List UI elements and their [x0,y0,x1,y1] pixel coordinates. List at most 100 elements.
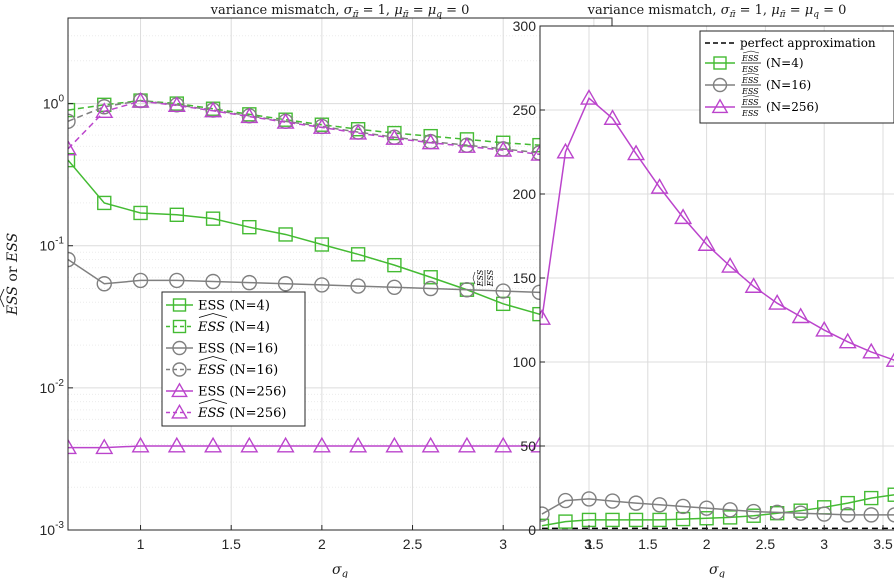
left-series-6-point-6 [240,107,259,124]
left-series-1-point-5 [205,211,221,226]
left-y-tick-label: 100 [43,94,65,112]
right-series-4-point-10 [744,277,763,293]
left-series-5-point-9 [349,436,368,453]
left-y-axis-label: ESS or ESS [0,233,21,316]
left-series-6-point-3 [131,91,150,108]
left-legend-label-3: ESS (N=16) [198,342,278,357]
left-series-3-point-12 [459,282,475,298]
right-legend-fraction-4: ESS ESS [741,94,761,118]
left-series-6-point-2 [95,102,114,119]
right-series-4-point-1 [540,309,551,325]
right-y-tick-label: 200 [513,186,537,202]
left-series-3-point-13 [495,283,511,299]
left-series-4-point-1 [68,113,76,130]
left-series-1-point-10 [387,257,402,273]
right-series-group [540,89,894,530]
left-series-5-point-11 [421,436,440,453]
right-series-2-point-7 [675,511,691,527]
right-series-3-point-10 [745,503,762,520]
right-series-2-point-6 [652,512,667,528]
right-series-2-point-9 [722,510,738,525]
left-series-1-point-3 [133,205,148,221]
svg-text:ESS: ESS [476,269,485,287]
left-series-line-3 [68,258,612,296]
right-series-2-point-2 [558,514,573,529]
right-series-2-point-15 [864,490,879,506]
right-series-2-point-8 [699,511,714,526]
left-series-3-point-10 [386,279,403,295]
left-x-tick-label: 3 [499,536,507,552]
right-legend-label-2: (N=4) [766,56,804,70]
right-series-4-point-16 [885,352,894,367]
right-series-3-point-3 [581,491,597,507]
svg-text:ESS: ESS [741,76,759,85]
right-series-2-point-4 [605,512,620,528]
right-y-tick-label: 0 [528,522,536,538]
left-x-tick-label: 1.5 [221,536,241,552]
right-x-tick-label: 2.5 [756,536,776,552]
left-series-2-point-1 [68,102,76,118]
right-series-4-point-13 [815,320,834,337]
right-y-tick-label: 150 [513,270,537,286]
left-series-line-5 [68,445,612,449]
left-x-tick-label: 1 [137,536,145,552]
right-series-line-3 [541,498,894,516]
right-y-tick-label: 50 [520,438,536,454]
svg-text:ESS: ESS [741,65,759,74]
left-series-5-point-12 [457,436,476,453]
right-chart: 1 1.5 2 2.5 3 3.5 0 50 100 150 200 250 300 variance … [472,3,894,578]
left-series-5-point-2 [95,438,114,455]
right-series-2-point-5 [628,512,644,528]
right-legend-fraction-3: ESS ESS [741,72,761,96]
right-series-4-point-12 [791,307,810,324]
left-series-6-point-13 [494,140,513,157]
right-y-tick-label: 250 [513,102,537,118]
svg-text:ESS: ESS [741,98,759,107]
left-series-3-point-3 [132,272,149,289]
right-series-3-point-13 [816,506,832,522]
right-legend-fraction-2: ESS ESS [741,50,761,74]
left-series-1-point-11 [423,270,438,285]
left-series-3-point-1 [68,251,76,268]
left-series-3-point-5 [205,273,221,290]
right-series-3-point-2 [557,492,574,509]
right-series-3-point-1 [540,506,550,522]
left-series-3-point-7 [277,276,294,292]
left-legend-box [161,291,306,427]
right-series-3-point-15 [863,507,879,523]
left-series-5-point-1 [68,438,78,455]
left-series-1-point-2 [97,195,112,211]
right-series-line-2 [541,494,894,527]
left-legend-marker-6 [171,403,188,419]
svg-text:ESS or ESS: ESS or ESS [5,233,21,316]
right-series-3-point-4 [604,493,621,509]
left-legend-marker-2 [172,319,187,334]
right-tick-labels: 1 1.5 2 2.5 3 3.5 0 50 100 150 200 250 300 [513,18,893,552]
right-series-3-point-8 [698,500,715,516]
right-series-2-point-16 [887,487,894,502]
left-x-tick-label: 2.5 [403,536,423,552]
left-series-3-point-11 [422,280,439,297]
left-series-6-point-12 [457,137,476,153]
right-x-tick-label: 3.5 [873,536,893,552]
right-series-3-point-11 [769,504,785,521]
left-legend: ESS (N=4) ESS (N=4) ESS (N=16) ESS (N=16) ES… [161,291,306,427]
left-series-6-point-5 [204,101,223,118]
left-series-1-point-6 [242,219,257,235]
left-y-tick-label: 10-3 [40,520,65,538]
left-series-5-point-8 [312,436,331,453]
left-series-6-point-8 [312,118,331,134]
left-series-1-point-9 [350,247,366,262]
left-series-5-point-3 [131,436,150,453]
right-x-tick-label: 3 [820,536,828,552]
left-series-6-point-4 [167,96,186,113]
right-series-4-point-5 [627,144,646,161]
right-series-4-point-4 [603,109,622,125]
left-x-axis-label: σq [332,562,348,578]
left-legend-marker-1 [172,298,187,312]
left-series-3-point-8 [314,277,330,293]
left-series-1-point-7 [278,227,293,242]
left-series-6-point-11 [421,133,440,150]
